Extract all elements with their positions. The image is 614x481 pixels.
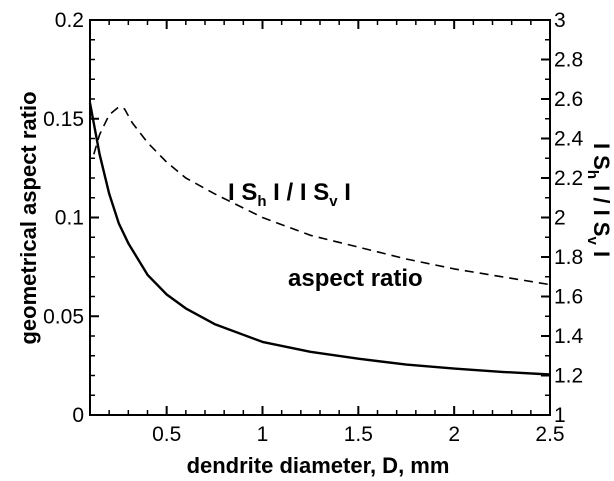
x-tick-label: 2	[448, 423, 460, 446]
y-right-tick-label: 2	[554, 207, 566, 230]
y-right-tick-label: 1	[554, 404, 566, 427]
x-tick-label: 1.5	[344, 423, 373, 446]
y-left-tick-label: 0.2	[55, 9, 84, 32]
y-left-tick-label: 0	[72, 404, 84, 427]
ratio-label-part1: I S	[228, 179, 257, 206]
aspect-ratio-annotation: aspect ratio	[288, 265, 423, 292]
right-title-part2: I / I S	[589, 179, 614, 236]
x-axis-title: dendrite diameter, D, mm	[187, 453, 450, 478]
y-right-tick-label: 1.4	[554, 325, 584, 348]
y-left-tick-label: 0.15	[43, 108, 84, 131]
ratio-label-part2: I / I S	[267, 179, 330, 206]
series-line-2	[93, 106, 551, 286]
ratio-label-sub1: h	[257, 193, 266, 210]
ratio-label-part3: I	[338, 179, 351, 206]
plot-frame	[89, 19, 551, 416]
y-right-tick-label: 2.6	[554, 88, 583, 111]
right-title-part3: I	[589, 245, 614, 257]
y-left-tick-label: 0.05	[43, 305, 84, 328]
y-right-tick-label: 2.2	[554, 167, 583, 190]
y-right-tick-label: 2.8	[554, 49, 583, 72]
x-tick-label: 1	[257, 423, 269, 446]
y-left-tick-label: 0.1	[55, 207, 84, 230]
y-right-tick-label: 1.2	[554, 365, 583, 388]
y-right-tick-label: 2.4	[554, 128, 584, 151]
y-right-tick-label: 1.8	[554, 246, 583, 269]
series-layer	[88, 102, 551, 376]
y-axis-title-left: geometrical aspect ratio	[16, 91, 41, 344]
ticks-layer: 0.5 1 1.5 2 2.5 0 0.05 0.1 0.15 0.2 1 1.2 1.4 1.6 1.8 2…	[43, 9, 583, 446]
right-title-part1: I S	[589, 143, 614, 170]
series-line-1	[88, 102, 551, 376]
right-title-sub2: v	[584, 236, 601, 245]
right-title-sub1: h	[584, 170, 601, 179]
ratio-label-sub2: v	[329, 193, 338, 210]
y-axis-title-right: I Sh I / I Sv I	[584, 143, 614, 257]
ratio-series-annotation: I Sh I / I Sv I	[228, 179, 351, 210]
x-tick-label: 2.5	[535, 423, 564, 446]
y-right-tick-label: 3	[554, 9, 566, 32]
y-right-tick-label: 1.6	[554, 286, 583, 309]
x-tick-label: 0.5	[152, 423, 181, 446]
